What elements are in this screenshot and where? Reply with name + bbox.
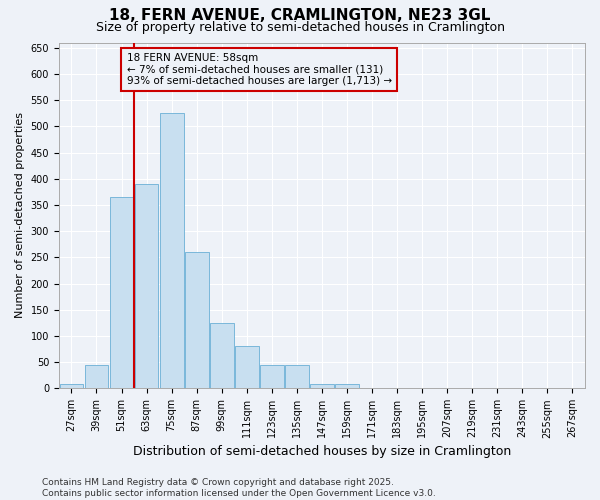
Bar [160, 113, 184, 388]
Bar [210, 323, 233, 388]
Bar [134, 184, 158, 388]
Text: Size of property relative to semi-detached houses in Cramlington: Size of property relative to semi-detach… [95, 21, 505, 34]
Text: Contains HM Land Registry data © Crown copyright and database right 2025.
Contai: Contains HM Land Registry data © Crown c… [42, 478, 436, 498]
Bar [110, 197, 133, 388]
Bar [85, 365, 109, 388]
Bar [235, 346, 259, 389]
Text: 18, FERN AVENUE, CRAMLINGTON, NE23 3GL: 18, FERN AVENUE, CRAMLINGTON, NE23 3GL [109, 8, 491, 22]
X-axis label: Distribution of semi-detached houses by size in Cramlington: Distribution of semi-detached houses by … [133, 444, 511, 458]
Bar [285, 365, 309, 388]
Bar [59, 384, 83, 388]
Y-axis label: Number of semi-detached properties: Number of semi-detached properties [15, 112, 25, 318]
Bar [310, 384, 334, 388]
Text: 18 FERN AVENUE: 58sqm
← 7% of semi-detached houses are smaller (131)
93% of semi: 18 FERN AVENUE: 58sqm ← 7% of semi-detac… [127, 53, 392, 86]
Bar [185, 252, 209, 388]
Bar [260, 365, 284, 388]
Bar [335, 384, 359, 388]
